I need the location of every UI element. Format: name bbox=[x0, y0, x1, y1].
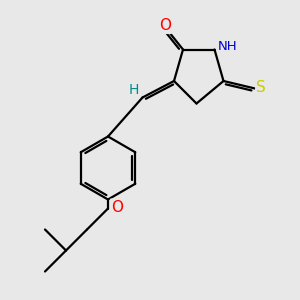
Text: O: O bbox=[111, 200, 123, 214]
Text: H: H bbox=[128, 83, 139, 97]
Text: O: O bbox=[159, 18, 171, 33]
Text: S: S bbox=[256, 80, 266, 94]
Text: NH: NH bbox=[218, 40, 238, 53]
